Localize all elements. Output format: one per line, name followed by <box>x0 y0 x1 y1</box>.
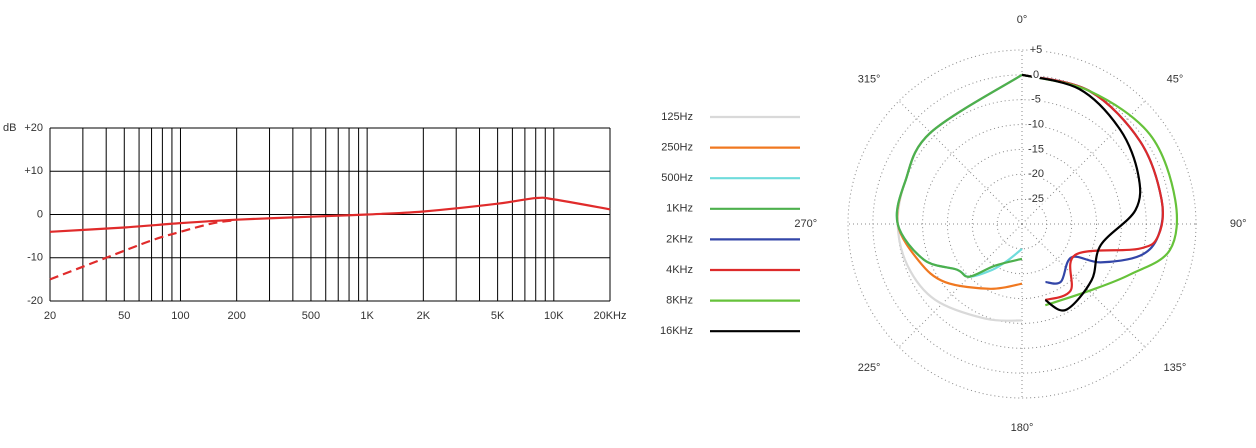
angle-label: 225° <box>858 362 881 374</box>
legend-label: 2KHz <box>666 233 693 245</box>
ring <box>946 148 1098 300</box>
y-tick-label: -10 <box>27 252 43 264</box>
y-axis-label: dB <box>3 122 16 134</box>
ring-label: -5 <box>1031 94 1041 106</box>
y-tick-label: +10 <box>24 165 43 177</box>
ring <box>847 49 1197 399</box>
legend-label: 4KHz <box>666 264 693 276</box>
x-tick-label: 500 <box>302 310 320 322</box>
angle-label: 0° <box>1017 14 1028 26</box>
polar-line <box>1021 73 1179 307</box>
ring-label: -25 <box>1028 193 1044 205</box>
legend-label: 125Hz <box>661 111 693 123</box>
x-tick-label: 100 <box>171 310 189 322</box>
spoke <box>898 100 1023 225</box>
y-tick-label: +20 <box>24 122 43 134</box>
angle-label: 45° <box>1167 74 1184 86</box>
legend-label: 500Hz <box>661 172 693 184</box>
y-tick-label: -20 <box>27 295 43 307</box>
ring-label: +5 <box>1030 44 1043 56</box>
angle-label: 135° <box>1164 362 1187 374</box>
polar-line <box>895 73 1023 278</box>
legend-label: 250Hz <box>661 142 693 154</box>
x-tick-label: 1K <box>360 310 374 322</box>
x-tick-label: 2K <box>417 310 431 322</box>
ring-label: 0 <box>1033 69 1039 81</box>
polar-line <box>895 73 1023 278</box>
ring-label: -20 <box>1028 168 1044 180</box>
legend-label: 1KHz <box>666 203 693 215</box>
angle-label: 270° <box>794 218 817 230</box>
ring <box>971 173 1073 275</box>
angle-label: 180° <box>1011 422 1034 434</box>
x-tick-label: 20 <box>44 310 56 322</box>
polar-line <box>1021 73 1142 312</box>
x-tick-label: 5K <box>491 310 505 322</box>
spoke <box>898 223 1023 348</box>
response-line <box>49 196 611 233</box>
ring-label: -15 <box>1028 143 1044 155</box>
x-tick-label: 50 <box>118 310 130 322</box>
ring <box>872 74 1172 374</box>
ring-label: -10 <box>1028 118 1044 130</box>
y-tick-label: 0 <box>37 208 43 220</box>
polar-line <box>1021 73 1164 302</box>
x-tick-label: 200 <box>227 310 245 322</box>
angle-label: 90° <box>1230 218 1247 230</box>
polar-line <box>896 73 1023 290</box>
response-line <box>49 219 237 281</box>
x-tick-label: 20KHz <box>593 310 626 322</box>
angle-label: 315° <box>858 74 881 86</box>
x-tick-label: 10K <box>544 310 564 322</box>
legend-label: 16KHz <box>660 325 693 337</box>
legend-label: 8KHz <box>666 295 693 307</box>
spoke <box>1021 223 1146 348</box>
